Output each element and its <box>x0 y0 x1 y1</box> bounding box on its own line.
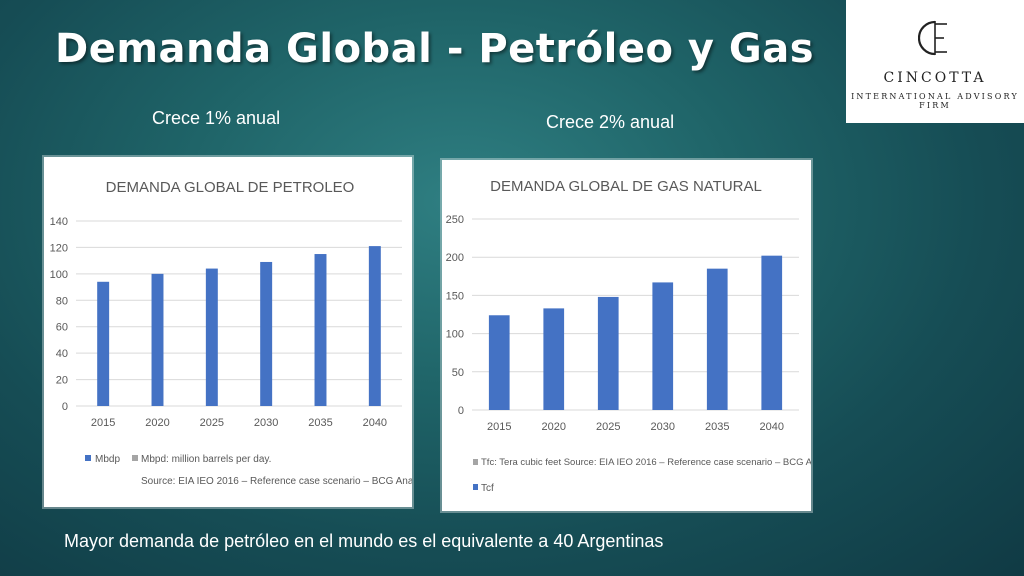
oil-xtick-label: 2030 <box>254 417 278 429</box>
gas-ytick-label: 50 <box>452 367 464 379</box>
logo-name: CINCOTTA <box>883 70 987 86</box>
gas-legend-series-label: Tcf <box>481 483 494 494</box>
oil-source-note: Source: EIA IEO 2016 – Reference case sc… <box>141 476 412 487</box>
oil-ytick-label: 100 <box>50 269 68 281</box>
gas-bar <box>488 315 510 410</box>
oil-xtick-label: 2040 <box>363 417 387 429</box>
oil-ytick-label: 40 <box>56 348 68 360</box>
oil-bar <box>314 254 327 406</box>
gas-demand-chart: DEMANDA GLOBAL DE GAS NATURAL 0 50 100 150 20… <box>446 178 811 494</box>
footer-note: Mayor demanda de petróleo en el mundo es… <box>64 531 664 551</box>
oil-bar <box>260 261 273 406</box>
gas-ytick-label: 0 <box>458 405 464 417</box>
oil-legend-swatch-note <box>132 455 138 461</box>
gas-bar <box>597 296 619 410</box>
gas-ytick-label: 150 <box>446 290 464 302</box>
gas-legend-swatch-note <box>473 459 478 465</box>
gas-chart-panel: DEMANDA GLOBAL DE GAS NATURAL 0 50 100 150 20… <box>442 160 811 511</box>
oil-xtick-label: 2025 <box>200 417 224 429</box>
gas-growth-caption: Crece 2% anual <box>546 112 675 132</box>
gas-xtick-label: 2040 <box>760 421 784 433</box>
oil-bar <box>368 246 381 406</box>
oil-xtick-label: 2020 <box>145 417 169 429</box>
gas-bar <box>543 308 565 410</box>
oil-ytick-label: 20 <box>56 375 68 387</box>
gas-chart-title: DEMANDA GLOBAL DE GAS NATURAL <box>490 178 762 195</box>
oil-ytick-label: 80 <box>56 295 68 307</box>
gas-bar <box>761 255 783 410</box>
oil-bar <box>205 268 218 406</box>
gas-xtick-label: 2020 <box>542 421 566 433</box>
oil-legend-swatch-series <box>85 455 91 461</box>
gas-bar <box>706 268 728 410</box>
oil-legend-note-label: Mbpd: million barrels per day. <box>141 454 271 465</box>
oil-legend-series-label: Mbdp <box>95 454 120 465</box>
gas-bar <box>652 282 674 410</box>
oil-ytick-label: 0 <box>62 401 68 413</box>
oil-chart-title: DEMANDA GLOBAL DE PETROLEO <box>106 179 355 196</box>
slide-title: Demanda Global - Petróleo y Gas <box>55 26 814 72</box>
oil-growth-caption: Crece 1% anual <box>152 108 281 128</box>
oil-bar <box>97 281 110 406</box>
logo: CINCOTTA INTERNATIONAL ADVISORY FIRM <box>846 0 1024 123</box>
gas-xtick-label: 2025 <box>596 421 620 433</box>
logo-tagline: INTERNATIONAL ADVISORY FIRM <box>851 92 1019 110</box>
oil-ytick-label: 140 <box>50 216 68 228</box>
gas-ytick-label: 100 <box>446 329 464 341</box>
gas-xtick-label: 2015 <box>487 421 511 433</box>
oil-bar <box>151 273 164 406</box>
gas-legend-note-label: Tfc: Tera cubic feet Source: EIA IEO 201… <box>481 457 811 468</box>
oil-ytick-label: 120 <box>50 242 68 254</box>
cincotta-monogram-icon <box>918 20 947 56</box>
gas-legend-swatch-series <box>473 484 478 490</box>
gas-ytick-label: 200 <box>446 252 464 264</box>
oil-xtick-label: 2035 <box>308 417 332 429</box>
oil-xtick-label: 2015 <box>91 417 115 429</box>
gas-xtick-label: 2030 <box>651 421 675 433</box>
gas-ytick-label: 250 <box>446 214 464 226</box>
oil-chart-panel: DEMANDA GLOBAL DE PETROLEO 0 20 40 60 80 100 12… <box>44 157 412 507</box>
oil-demand-chart: DEMANDA GLOBAL DE PETROLEO02040608010012… <box>50 179 412 487</box>
oil-ytick-label: 60 <box>56 322 68 334</box>
gas-xtick-label: 2035 <box>705 421 729 433</box>
